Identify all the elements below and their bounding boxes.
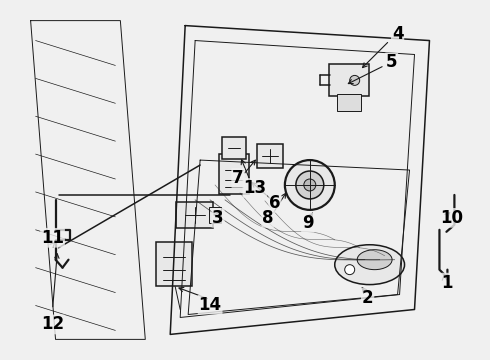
- FancyBboxPatch shape: [222, 137, 246, 159]
- Circle shape: [345, 265, 355, 275]
- Text: 4: 4: [392, 24, 403, 42]
- Text: 10: 10: [440, 209, 463, 227]
- Text: 6: 6: [269, 194, 281, 212]
- Ellipse shape: [357, 250, 392, 270]
- Ellipse shape: [335, 245, 405, 285]
- Text: 8: 8: [262, 209, 274, 227]
- Text: 2: 2: [362, 289, 373, 307]
- Circle shape: [296, 171, 324, 199]
- FancyBboxPatch shape: [337, 94, 361, 111]
- Circle shape: [285, 160, 335, 210]
- Text: 13: 13: [244, 179, 267, 197]
- Text: 14: 14: [198, 296, 221, 314]
- Circle shape: [304, 179, 316, 191]
- Text: 3: 3: [212, 209, 224, 227]
- Text: 1: 1: [441, 274, 453, 292]
- Text: 9: 9: [302, 214, 314, 232]
- FancyBboxPatch shape: [219, 154, 249, 194]
- Text: 12: 12: [41, 315, 64, 333]
- Text: 5: 5: [386, 53, 397, 71]
- Text: 11: 11: [41, 229, 64, 247]
- FancyBboxPatch shape: [257, 144, 283, 168]
- FancyBboxPatch shape: [329, 64, 368, 96]
- FancyBboxPatch shape: [156, 242, 192, 285]
- FancyBboxPatch shape: [176, 202, 213, 228]
- FancyBboxPatch shape: [209, 207, 221, 223]
- Circle shape: [350, 75, 360, 85]
- Text: 7: 7: [232, 169, 244, 187]
